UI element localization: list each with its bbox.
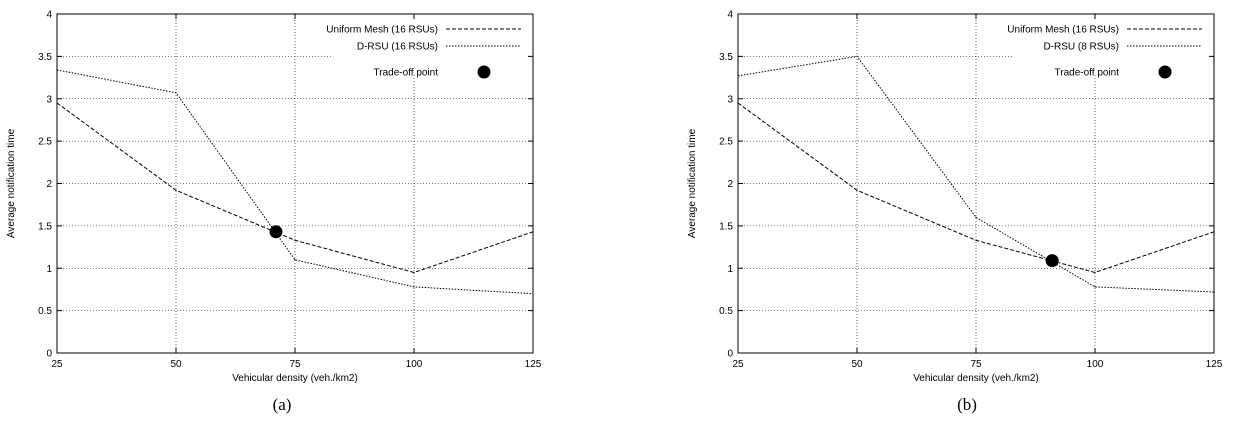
y-tick-label: 4 — [46, 10, 52, 21]
series-2-point — [294, 259, 296, 261]
y-tick-label: 0 — [727, 349, 733, 360]
x-tick-label: 100 — [1087, 359, 1104, 370]
legend-label-series-1: Uniform Mesh (16 RSUs) — [1007, 25, 1119, 36]
y-tick-label: 1.5 — [719, 221, 733, 232]
y-tick-label: 2.5 — [38, 137, 52, 148]
legend-marker-trade-off — [477, 65, 491, 79]
chart-panel-2: 0 0.5 1 1.5 2 2.5 3 3.5 4 25 50 75 100 125 Vehicular d… — [687, 10, 1223, 415]
legend-label-series-2: D-RSU (8 RSUs) — [1043, 42, 1119, 53]
y-tick-label: 1 — [727, 264, 733, 275]
panel-caption: (b) — [957, 395, 977, 414]
series-1-point — [975, 239, 977, 241]
trade-off-point-marker — [1045, 254, 1059, 268]
y-tick-label: 0.5 — [719, 306, 733, 317]
legend-label-series-2: D-RSU (16 RSUs) — [357, 42, 438, 53]
series-2-point — [856, 55, 858, 57]
x-tick-label: 25 — [51, 359, 63, 370]
series-2-point — [532, 293, 534, 295]
series-1-point — [1213, 231, 1215, 233]
panel-caption: (a) — [273, 395, 292, 414]
series-2-point — [175, 92, 177, 94]
plot-frame — [56, 13, 534, 354]
series-line-2 — [737, 55, 1215, 293]
y-tick-label: 2 — [46, 179, 52, 190]
series-1-point — [413, 271, 415, 274]
x-tick-label: 75 — [970, 359, 982, 370]
y-tick-label: 0.5 — [38, 306, 52, 317]
x-tick-label: 25 — [732, 359, 744, 370]
series-2-point — [1094, 286, 1096, 288]
series-1-point — [532, 231, 534, 233]
y-tick-label: 1 — [46, 264, 52, 275]
plot-frame — [737, 13, 1215, 354]
series-1-point — [856, 189, 858, 191]
legend-label-trade-off: Trade-off point — [374, 68, 439, 79]
legend-label-series-1: Uniform Mesh (16 RSUs) — [326, 25, 438, 36]
legend-marker-trade-off — [1158, 65, 1172, 79]
series-2-point — [56, 69, 58, 71]
y-tick-label: 2.5 — [719, 137, 733, 148]
series-2-point — [1213, 291, 1215, 293]
y-tick-label: 4 — [727, 10, 733, 21]
series-2-point — [737, 75, 739, 77]
x-tick-label: 100 — [406, 359, 423, 370]
x-tick-label: 125 — [1206, 359, 1223, 370]
trade-off-point-marker — [269, 225, 283, 239]
y-tick-label: 1.5 — [38, 221, 52, 232]
legend-label-trade-off: Trade-off point — [1055, 68, 1120, 79]
y-axis-label: Average notification time — [6, 128, 17, 238]
y-tick-label: 3.5 — [719, 52, 733, 63]
series-1-point — [737, 102, 739, 104]
y-tick-label: 3.5 — [38, 52, 52, 63]
series-1-point — [1094, 271, 1096, 274]
x-tick-label: 75 — [289, 359, 301, 370]
x-tick-label: 125 — [525, 359, 542, 370]
series-1-point — [294, 239, 296, 241]
y-tick-label: 3 — [727, 94, 733, 105]
x-axis-label: Vehicular density (veh./km2) — [232, 373, 358, 384]
x-tick-label: 50 — [170, 359, 182, 370]
y-axis-label: Average notification time — [687, 128, 698, 238]
series-1-point — [175, 189, 177, 191]
x-axis-label: Vehicular density (veh./km2) — [913, 373, 1039, 384]
series-2-point — [413, 286, 415, 288]
series-2-point — [975, 216, 977, 218]
series-1-point — [56, 102, 58, 104]
x-tick-label: 50 — [851, 359, 863, 370]
y-tick-label: 3 — [46, 94, 52, 105]
chart-panel-1: 0 0.5 1 1.5 2 2.5 3 3.5 4 25 50 75 100 125 Vehicular d… — [6, 10, 542, 415]
y-tick-label: 0 — [46, 349, 52, 360]
y-tick-label: 2 — [727, 179, 733, 190]
